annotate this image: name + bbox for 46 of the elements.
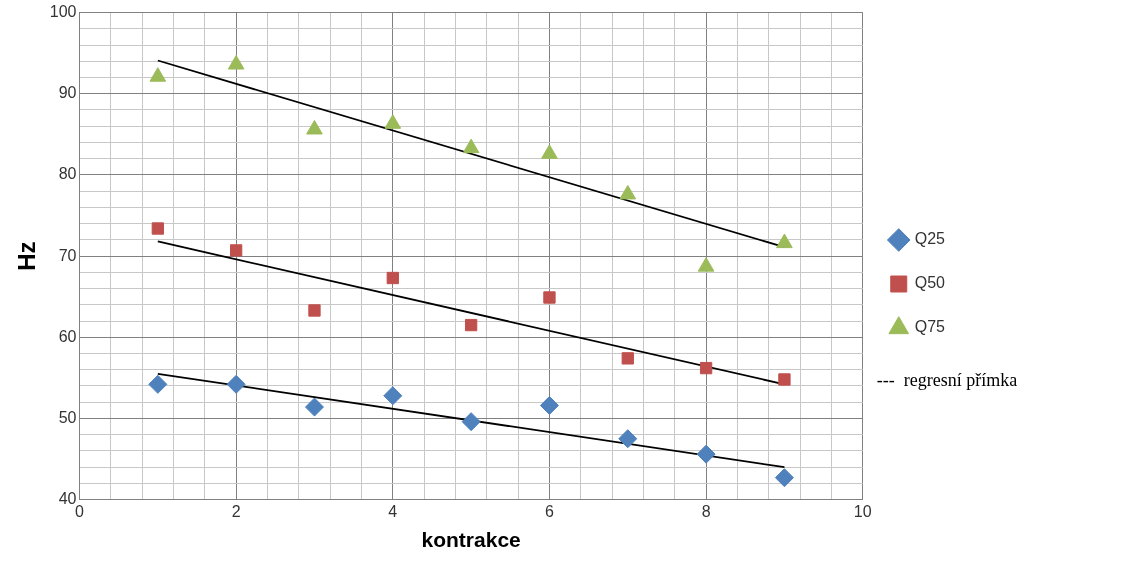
x-tick-label: 8	[701, 502, 711, 520]
point	[151, 222, 164, 235]
x-tick-label: 4	[388, 502, 398, 520]
point	[539, 395, 559, 415]
point	[696, 444, 716, 464]
y-tick-label: 90	[58, 84, 77, 102]
point	[386, 271, 399, 285]
point	[306, 119, 323, 135]
x-tick-label: 10	[853, 502, 872, 520]
point	[619, 184, 637, 200]
x-tick-label: 0	[75, 502, 85, 520]
legend-label: Q25	[914, 230, 946, 248]
point	[778, 373, 791, 386]
y-tick-label: 100	[49, 3, 77, 21]
point	[149, 67, 167, 82]
x-axis-title: kontrakce	[421, 528, 521, 552]
point	[543, 291, 556, 304]
legend-label: Q50	[914, 274, 946, 292]
point	[229, 244, 243, 257]
point	[304, 397, 324, 417]
y-tick-label: 40	[58, 490, 77, 508]
point	[464, 318, 478, 332]
y-tick-label: 70	[58, 246, 77, 264]
legend-label: Q75	[914, 318, 946, 336]
point	[697, 257, 715, 272]
point	[383, 386, 403, 406]
y-tick-label: 60	[58, 327, 77, 345]
point	[462, 138, 480, 154]
point	[618, 429, 638, 449]
text: --- regresní přímka	[876, 369, 1018, 390]
point	[227, 55, 245, 70]
point	[621, 352, 634, 365]
point	[699, 361, 713, 375]
x-tick-label: 6	[545, 502, 554, 520]
point	[776, 233, 793, 249]
y-axis-title: Hz	[13, 241, 41, 271]
point	[148, 374, 168, 394]
point	[461, 412, 481, 432]
y-tick-label: 50	[58, 408, 77, 426]
point	[774, 468, 794, 488]
point	[384, 114, 402, 129]
point	[226, 374, 246, 394]
point	[308, 304, 321, 317]
y-tick-label: 80	[58, 165, 77, 183]
x-tick-label: 2	[231, 502, 241, 520]
point	[541, 144, 558, 159]
